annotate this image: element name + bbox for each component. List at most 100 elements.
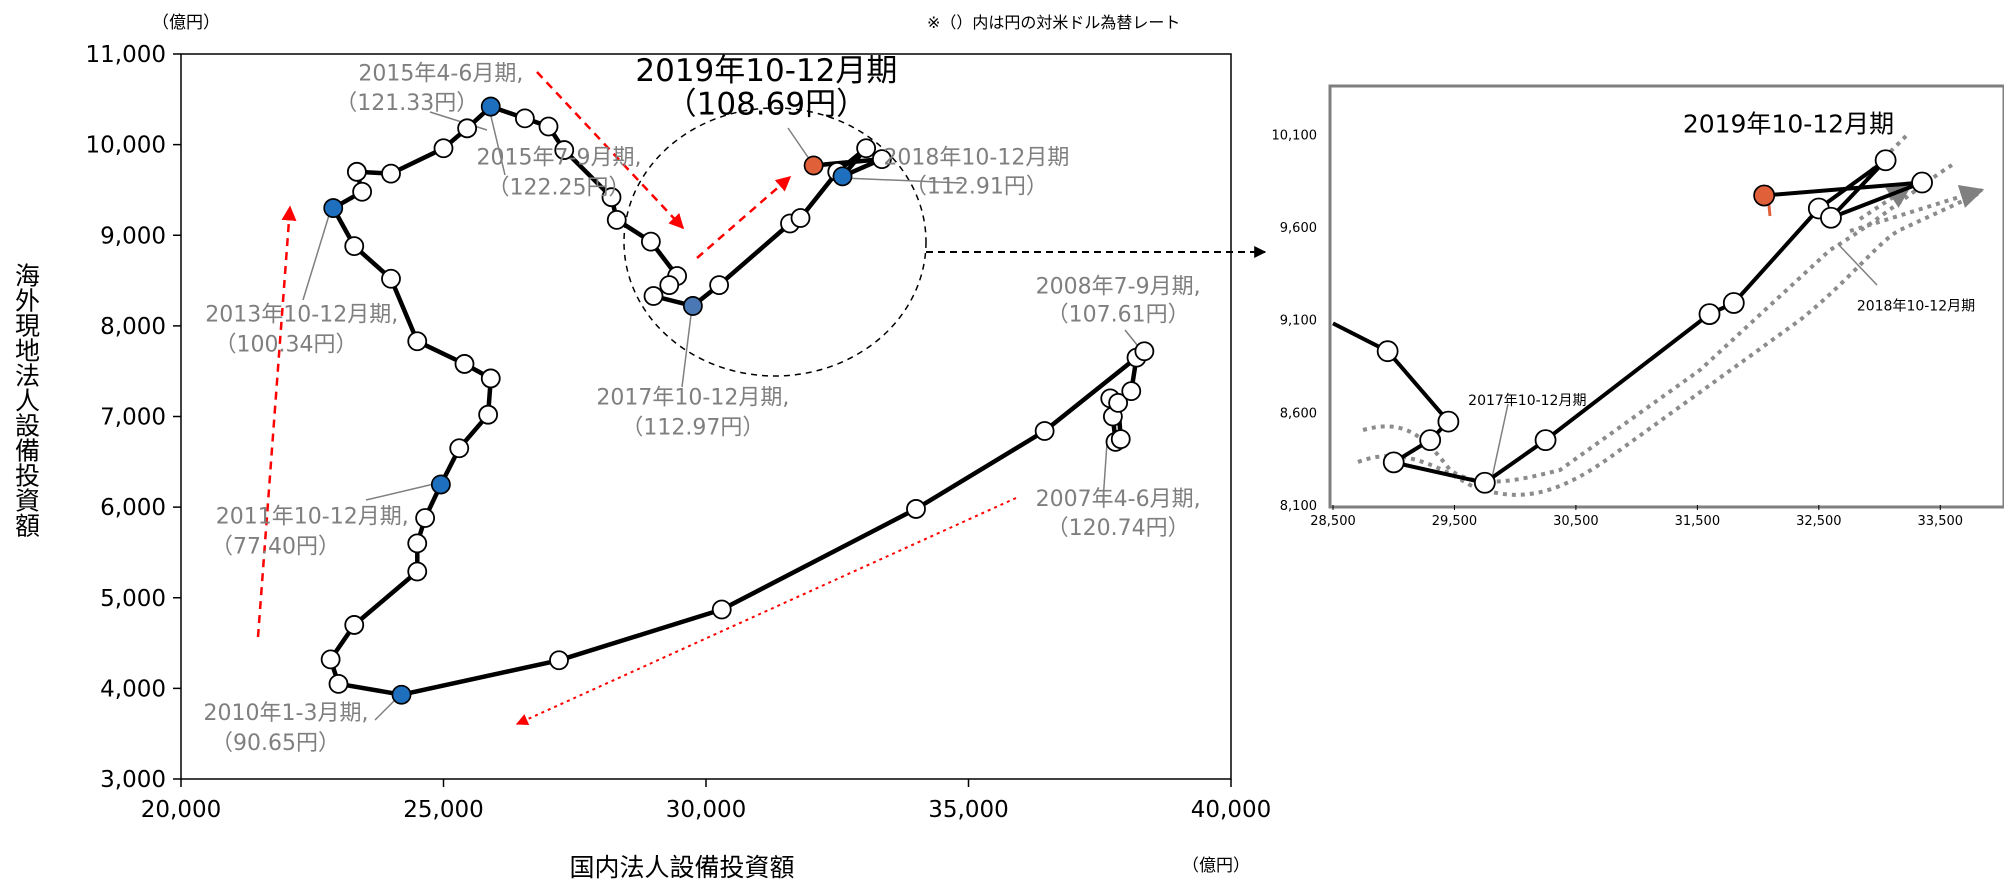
annotation-label: 2015年7-9月期, — [477, 146, 642, 171]
annotation-label: 2013年10-12月期, — [205, 302, 398, 327]
x-unit-label: （億円） — [1182, 856, 1250, 876]
leader-2013q4 — [303, 212, 330, 300]
annotation-label: 2011年10-12月期, — [216, 504, 409, 529]
y-tick-label: 7,000 — [100, 405, 166, 431]
data-point — [857, 139, 875, 157]
main-chart: （億円） ※（）内は円の対米ドル為替レート （億円） 国内法人設備投資額 海外現… — [12, 13, 1272, 879]
inset-data-point — [1378, 341, 1398, 361]
annotation-label: 2019年10-12月期 — [635, 53, 897, 89]
x-tick-label: 35,000 — [928, 797, 1008, 823]
inset-annotation-label: 2019年10-12月期 — [1683, 109, 1894, 138]
inset-x-tick-label: 33,500 — [1918, 514, 1964, 529]
leader-lines — [303, 108, 1142, 720]
y-axis-ticks: 3,0004,0005,0006,0007,0008,0009,00010,00… — [86, 42, 181, 793]
inset-data-point — [1420, 430, 1440, 450]
data-point — [1122, 382, 1140, 400]
data-point — [1036, 422, 1054, 440]
trend-arrow-down-left — [517, 498, 1016, 724]
y-tick-label: 4,000 — [100, 676, 166, 702]
inset-leader-2018q4 — [1838, 244, 1877, 285]
highlighted-point — [684, 297, 702, 315]
inset-y-tick-label: 8,100 — [1280, 499, 1317, 514]
data-point — [458, 119, 476, 137]
data-point — [907, 500, 925, 518]
x-tick-label: 20,000 — [141, 797, 221, 823]
inset-data-point — [1724, 293, 1744, 313]
inset-y-tick-label: 9,600 — [1280, 221, 1317, 236]
inset-x-tick-label: 29,500 — [1432, 514, 1478, 529]
inset-data-point — [1438, 412, 1458, 432]
data-point — [660, 276, 678, 294]
annotation-label: （108.69円） — [666, 87, 867, 123]
annotation-label: 2018年10-12月期 — [883, 146, 1069, 171]
data-point — [408, 332, 426, 350]
y-tick-label: 8,000 — [100, 314, 166, 340]
data-point — [456, 355, 474, 373]
data-point — [345, 237, 363, 255]
annotation-label: （120.74円） — [1047, 516, 1190, 541]
inset-dotted-band-lower — [1363, 165, 1952, 482]
highlighted-point — [834, 167, 852, 185]
x-tick-label: 30,000 — [666, 797, 746, 823]
data-point — [408, 562, 426, 580]
annotation-label: 2008年7-9月期, — [1036, 274, 1201, 299]
data-point — [348, 163, 366, 181]
data-point — [516, 109, 534, 127]
data-point — [608, 211, 626, 229]
inset-y-tick-label: 10,100 — [1272, 128, 1318, 143]
annotation-label: 2017年10-12月期, — [596, 386, 789, 411]
highlighted-point — [432, 475, 450, 493]
inset-annotation-label: 2018年10-12月期 — [1857, 298, 1975, 314]
leader-2011q4 — [366, 483, 438, 500]
data-point — [1135, 342, 1153, 360]
y-tick-label: 6,000 — [100, 495, 166, 521]
y-tick-label: 9,000 — [100, 223, 166, 249]
zoom-circle — [624, 108, 926, 376]
main-annotations: 2015年4-6月期,（121.33円）2015年7-9月期,（122.25円）… — [204, 53, 1201, 756]
data-point — [450, 439, 468, 457]
inset-x-tick-label: 30,500 — [1553, 514, 1599, 529]
data-point — [713, 601, 731, 619]
annotation-label: （112.97円） — [621, 416, 764, 441]
y-axis-title: 海外現地法人設備投資額 — [12, 263, 41, 538]
data-point — [416, 509, 434, 527]
data-point — [322, 650, 340, 668]
data-point — [550, 651, 568, 669]
data-point — [1112, 430, 1130, 448]
inset-data-point — [1536, 430, 1556, 450]
data-point — [642, 233, 660, 251]
data-point — [353, 183, 371, 201]
inset-y-tick-label: 9,100 — [1280, 314, 1317, 329]
annotation-label: （107.61円） — [1047, 302, 1190, 327]
data-point — [330, 675, 348, 693]
annotation-label: （90.65円） — [211, 731, 340, 756]
inset-data-point — [1700, 304, 1720, 324]
data-point — [645, 287, 663, 305]
highlighted-point — [324, 199, 342, 217]
inset-x-tick-label: 28,500 — [1310, 514, 1356, 529]
y-tick-label: 10,000 — [86, 133, 166, 159]
annotation-label: （100.34円） — [215, 332, 358, 357]
y-tick-label: 11,000 — [86, 42, 166, 68]
data-point — [482, 369, 500, 387]
inset-highlighted-point — [1754, 185, 1774, 205]
data-point — [435, 139, 453, 157]
data-point — [382, 165, 400, 183]
annotation-label: 2015年4-6月期, — [358, 61, 523, 86]
inset-x-tick-label: 31,500 — [1675, 514, 1721, 529]
annotation-label: 2010年1-3月期, — [204, 701, 369, 726]
data-point — [710, 276, 728, 294]
data-point — [540, 118, 558, 136]
inset-data-point — [1912, 173, 1932, 193]
data-point — [479, 406, 497, 424]
x-tick-label: 25,000 — [403, 797, 483, 823]
highlighted-point — [805, 156, 823, 174]
y-unit-label: （億円） — [152, 13, 220, 33]
inset-data-point — [1475, 473, 1495, 493]
